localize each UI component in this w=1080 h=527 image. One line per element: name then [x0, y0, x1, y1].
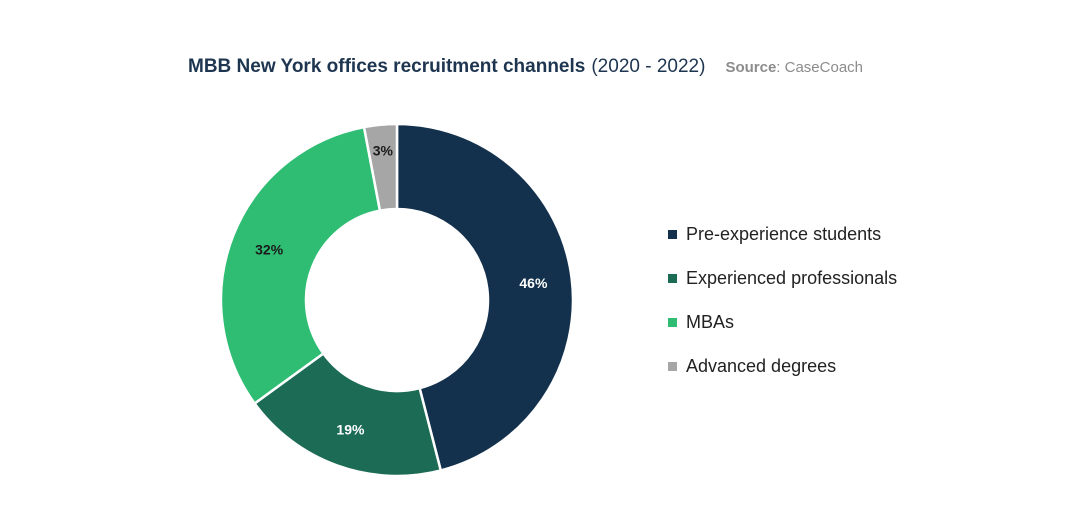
chart-title: MBB New York offices recruitment channel…	[188, 56, 586, 77]
source-note: Source: CaseCoach	[725, 59, 863, 76]
source-value: : CaseCoach	[776, 59, 864, 76]
legend-label: Advanced degrees	[686, 355, 837, 376]
legend-swatch	[668, 317, 677, 327]
legend-item-mbas: MBAs	[668, 300, 897, 344]
legend-swatch	[668, 273, 677, 283]
slice-experienced	[252, 351, 443, 478]
data-label-advanced: 3%	[373, 143, 394, 159]
legend-swatch	[668, 361, 677, 371]
chart-years: (2020 - 2022)	[591, 56, 706, 77]
legend-item-advanced: Advanced degrees	[668, 344, 897, 388]
slice-advanced	[362, 122, 399, 213]
legend-label: Pre-experience students	[686, 223, 882, 244]
legend-label: Experienced professionals	[686, 267, 898, 288]
legend-label: MBAs	[686, 311, 735, 332]
source-label: Source	[725, 59, 777, 76]
legend-item-experienced: Experienced professionals	[668, 256, 897, 300]
slice-mbas	[219, 125, 382, 406]
legend-item-pre-experience: Pre-experience students	[668, 212, 897, 256]
data-label-pre-experience: 46%	[519, 275, 548, 291]
slice-pre-experience	[395, 122, 575, 472]
legend-swatch	[668, 229, 677, 239]
data-label-mbas: 32%	[255, 241, 284, 257]
data-label-experienced: 19%	[336, 421, 365, 437]
chart-header: MBB New York offices recruitment channel…	[188, 56, 863, 78]
legend: Pre-experience students Experienced prof…	[668, 212, 897, 388]
